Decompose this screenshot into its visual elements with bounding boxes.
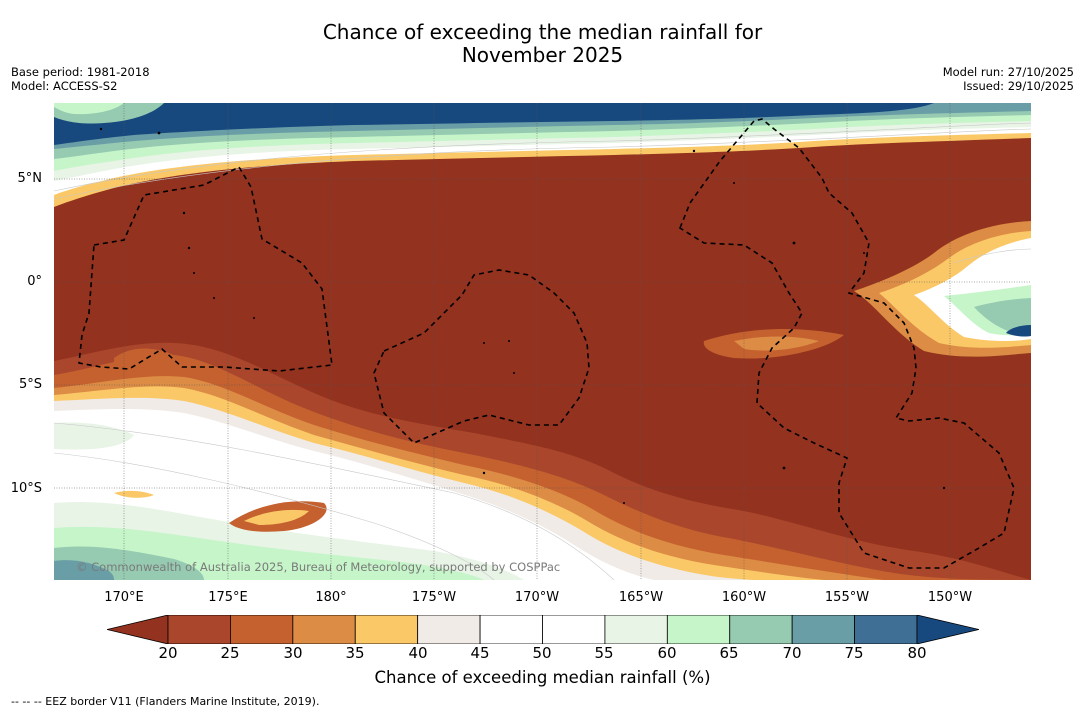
model-name: Model: ACCESS-S2 bbox=[11, 79, 118, 93]
cbar-cell-25-30 bbox=[230, 615, 294, 644]
cbar-tick-25: 25 bbox=[220, 644, 240, 662]
cbar-tick-50: 50 bbox=[532, 644, 552, 662]
eez-tokelau bbox=[373, 269, 590, 444]
title-line-1: Chance of exceeding the median rainfall … bbox=[322, 20, 763, 44]
lon-label-180: 180° bbox=[315, 590, 347, 605]
cbar-cell-60-65 bbox=[666, 615, 731, 644]
cbar-tick-40: 40 bbox=[408, 644, 428, 662]
lat-label-5n: 5°N bbox=[17, 171, 43, 186]
cbar-cell-75-80 bbox=[854, 615, 918, 644]
cbar-cell-45-50 bbox=[479, 615, 543, 644]
cbar-tick-60: 60 bbox=[657, 644, 677, 662]
lon-label-165w: 165°W bbox=[618, 590, 664, 605]
cbar-tick-35: 35 bbox=[345, 644, 365, 662]
base-period: Base period: 1981-2018 bbox=[11, 65, 150, 79]
islands bbox=[99, 127, 946, 504]
north-wet-patch-2 bbox=[54, 103, 124, 115]
eez-kiribati-gilbert bbox=[78, 165, 333, 372]
meta-left: Base period: 1981-2018 Model: ACCESS-S2 bbox=[11, 65, 150, 93]
cbar-tick-65: 65 bbox=[719, 644, 739, 662]
colorbar bbox=[107, 615, 979, 644]
south-green-75 bbox=[54, 560, 114, 580]
rainfall-map: © Commonwealth of Australia 2025, Bureau… bbox=[54, 103, 1031, 580]
cbar-cell-30-35 bbox=[292, 615, 356, 644]
contour-lines bbox=[54, 122, 1031, 580]
north-band-80 bbox=[54, 103, 934, 145]
eez-borders bbox=[78, 118, 1015, 569]
south-patch-35 bbox=[244, 509, 309, 525]
chart-title: Chance of exceeding the median rainfall … bbox=[0, 21, 1085, 67]
footnote: -- -- -- EEZ border V11 (Flanders Marine… bbox=[11, 695, 320, 708]
lon-label-170e: 170°E bbox=[104, 590, 144, 605]
lon-label-175e: 175°E bbox=[208, 590, 248, 605]
south-dry-patch bbox=[114, 348, 184, 372]
cbar-cell-20-25 bbox=[167, 615, 231, 644]
lat-label-5s: 5°S bbox=[18, 377, 42, 392]
eez-line-islands bbox=[679, 118, 1015, 569]
issued-date: Issued: 29/10/2025 bbox=[963, 79, 1074, 93]
lon-label-175w: 175°W bbox=[411, 590, 457, 605]
colorbar-label: Chance of exceeding median rainfall (%) bbox=[374, 668, 711, 687]
cbar-extend-above bbox=[916, 615, 979, 644]
east-tongue-80 bbox=[1006, 325, 1031, 337]
cbar-tick-20: 20 bbox=[158, 644, 178, 662]
cbar-extend-below bbox=[107, 615, 169, 644]
cbar-tick-55: 55 bbox=[594, 644, 614, 662]
cbar-tick-30: 30 bbox=[283, 644, 303, 662]
lon-label-155w: 155°W bbox=[824, 590, 870, 605]
cbar-cell-40-45 bbox=[417, 615, 481, 644]
copyright-text: © Commonwealth of Australia 2025, Bureau… bbox=[76, 560, 560, 574]
lon-label-160w: 160°W bbox=[721, 590, 767, 605]
cbar-tick-75: 75 bbox=[844, 644, 864, 662]
cbar-cell-70-75 bbox=[791, 615, 855, 644]
lon-label-150w: 150°W bbox=[927, 590, 973, 605]
lat-label-0: 0° bbox=[27, 274, 42, 289]
east-tongue-70 bbox=[974, 298, 1031, 335]
model-run: Model run: 27/10/2025 bbox=[942, 65, 1074, 79]
cbar-tick-70: 70 bbox=[782, 644, 802, 662]
cbar-tick-80: 80 bbox=[907, 644, 927, 662]
title-line-2: November 2025 bbox=[461, 43, 624, 67]
cbar-cell-35-40 bbox=[354, 615, 419, 644]
lat-label-10s: 10°S bbox=[10, 481, 42, 496]
cbar-tick-45: 45 bbox=[470, 644, 490, 662]
cbar-cell-50-55 bbox=[542, 615, 606, 644]
cbar-cell-55-60 bbox=[604, 615, 668, 644]
cbar-cell-65-70 bbox=[729, 615, 793, 644]
lon-label-170w: 170°W bbox=[514, 590, 560, 605]
meta-right: Model run: 27/10/2025 Issued: 29/10/2025 bbox=[943, 65, 1074, 93]
